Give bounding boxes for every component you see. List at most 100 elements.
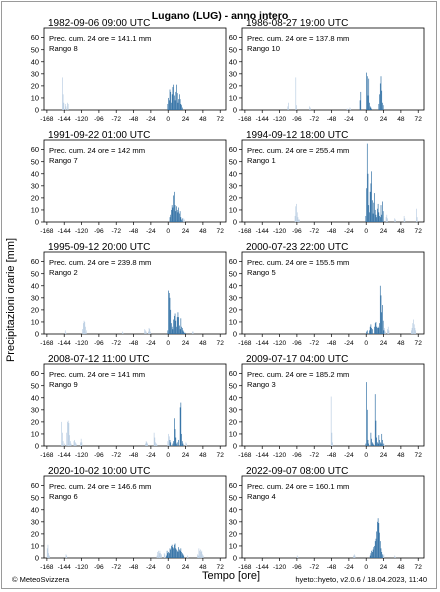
y-tick-label: 40: [31, 505, 39, 514]
x-tick-label: -168: [238, 564, 252, 571]
panel-rank-label: Rango 1: [247, 156, 276, 165]
background-bar: [144, 329, 146, 334]
event-bar: [373, 202, 375, 222]
y-tick-label: 10: [31, 542, 39, 551]
event-bar: [177, 312, 179, 334]
y-tick-label: 20: [31, 417, 39, 426]
event-bar: [376, 531, 378, 558]
y-tick-label: 0: [233, 554, 237, 563]
event-bar: [379, 439, 380, 446]
chart-panel: 2022-09-07 08:00 UTC Prec. cum. 24 ore = …: [229, 466, 425, 571]
event-bar: [172, 547, 174, 558]
x-tick-label: 24: [182, 228, 190, 235]
event-bar: [170, 309, 172, 334]
background-bar: [183, 218, 185, 222]
event-bar: [381, 551, 383, 558]
background-bar: [67, 102, 68, 110]
panel-rank-label: Rango 3: [247, 380, 276, 389]
event-bar: [168, 293, 170, 334]
event-bar: [181, 107, 183, 110]
background-bar: [416, 217, 418, 222]
panel-plot-box: [43, 363, 227, 447]
panel-plot-box: [241, 27, 425, 111]
event-bar: [372, 551, 373, 558]
event-bar: [174, 418, 175, 446]
background-bar: [346, 108, 348, 110]
y-tick-label: 60: [31, 481, 39, 490]
background-bar: [394, 218, 396, 222]
panel-rank-label: Rango 7: [49, 156, 78, 165]
background-bar: [61, 421, 63, 446]
background-bar: [199, 550, 200, 558]
background-bar: [197, 555, 199, 558]
footer-copyright: © MeteoSvizzera: [12, 575, 70, 584]
x-tick-label: 0: [166, 452, 170, 459]
background-bar: [287, 106, 289, 110]
event-bar: [382, 102, 383, 110]
background-bar: [49, 555, 50, 558]
event-bar: [368, 443, 370, 446]
event-bar: [183, 555, 185, 558]
event-bar: [168, 551, 169, 558]
event-bar: [380, 443, 382, 446]
event-bar: [377, 208, 378, 222]
background-bar: [187, 555, 188, 558]
event-bar: [167, 330, 169, 334]
background-bar: [332, 442, 333, 446]
background-bar: [75, 442, 76, 446]
event-bar: [379, 83, 381, 110]
panel-precipitation-label: Prec. cum. 24 ore = 255.4 mm: [247, 146, 349, 155]
y-tick-label: 40: [31, 281, 39, 290]
background-bar: [297, 217, 299, 222]
background-bar: [184, 219, 185, 222]
y-tick-label: 30: [31, 69, 39, 78]
event-bar: [174, 543, 176, 558]
event-bar: [176, 326, 177, 334]
panel-rank-label: Rango 6: [49, 492, 78, 501]
event-bar: [179, 407, 181, 446]
background-bar: [385, 331, 386, 334]
event-bar: [382, 305, 383, 334]
x-tick-label: 48: [199, 340, 207, 347]
panel-date: 1991-09-22 01:00 UTC: [48, 130, 150, 141]
chart-panel: 2008-07-12 11:00 UTC Prec. cum. 24 ore = …: [31, 354, 227, 459]
background-bar: [65, 554, 67, 558]
x-tick-label: -120: [75, 564, 89, 571]
x-tick-label: -24: [146, 340, 156, 347]
x-tick-label: -48: [129, 116, 139, 123]
background-bar: [395, 219, 396, 222]
event-bar: [181, 441, 183, 446]
event-bar: [167, 553, 169, 558]
x-tick-label: 72: [415, 228, 423, 235]
event-bar: [178, 547, 180, 558]
x-tick-label: 24: [380, 452, 388, 459]
y-tick-label: 40: [229, 505, 237, 514]
y-tick-label: 0: [35, 106, 39, 115]
y-tick-label: 20: [31, 193, 39, 202]
event-bar: [374, 209, 376, 222]
background-bar: [416, 208, 417, 222]
event-bar: [167, 103, 169, 110]
event-bar: [382, 201, 383, 222]
event-bar: [181, 327, 183, 334]
x-tick-label: -24: [146, 116, 156, 123]
panel-date: 2009-07-17 04:00 UTC: [246, 354, 348, 365]
event-bar: [169, 548, 171, 558]
background-bar: [164, 554, 166, 558]
event-bar: [181, 551, 182, 558]
event-bar: [179, 325, 180, 334]
panel-rank-label: Rango 5: [247, 268, 276, 277]
x-tick-label: 0: [166, 116, 170, 123]
event-bar: [176, 549, 177, 558]
y-tick-label: 60: [229, 481, 237, 490]
event-bar: [365, 443, 367, 446]
x-tick-label: -24: [344, 228, 354, 235]
y-tick-label: 10: [31, 206, 39, 215]
x-tick-label: 24: [380, 228, 388, 235]
background-bar: [68, 423, 70, 446]
x-tick-label: -96: [292, 452, 302, 459]
y-tick-label: 10: [229, 206, 237, 215]
event-bar: [366, 409, 368, 446]
chart-panel: 1995-09-12 20:00 UTC Prec. cum. 24 ore = …: [31, 242, 227, 347]
event-bar: [374, 394, 376, 446]
